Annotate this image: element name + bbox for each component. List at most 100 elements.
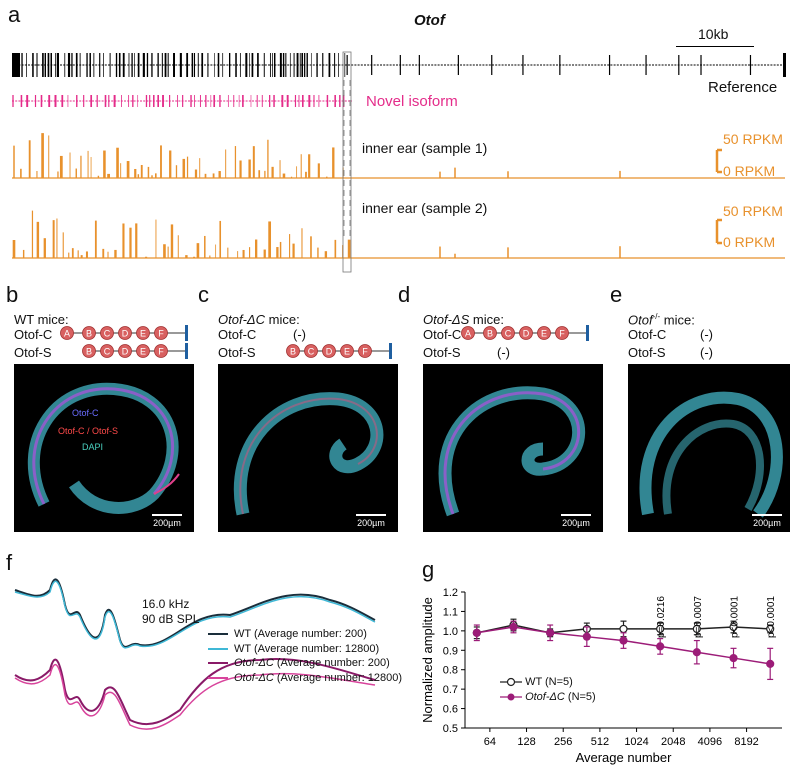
legend-wt: WT (N=5) (500, 675, 596, 690)
exon-A (461, 326, 475, 340)
xtick-label: 512 (591, 736, 609, 748)
legend-wt-200: WT (Average number: 200) (208, 627, 402, 642)
wt-12800-trace (14, 580, 376, 649)
legend-dc-200: Otof-ΔC (Average number: 200) (208, 656, 402, 671)
exon-F (154, 326, 168, 340)
ytick-label: 0.7 (443, 684, 458, 696)
exon-D (519, 326, 533, 340)
data-point (582, 632, 591, 641)
legend-dc-12800: Otof-ΔC (Average number: 12800) (208, 671, 402, 686)
svg-text:F: F (158, 347, 164, 357)
data-point (656, 642, 665, 651)
xtick-label: 4096 (698, 736, 722, 748)
exon-C (100, 344, 114, 358)
panel-b-label: b (6, 282, 19, 307)
svg-text:E: E (541, 329, 547, 339)
y-axis-label: Normalized amplitude (420, 597, 435, 723)
xtick-label: 2048 (661, 736, 685, 748)
svg-text:B: B (290, 347, 296, 357)
ytick-label: 0.5 (443, 723, 458, 735)
amplitude-chart: 0.5 0.6 0.7 0.8 0.9 1.0 1.1 1.2 64 128 256 512 1024 2… (420, 587, 782, 765)
data-point (729, 622, 738, 632)
abr-waveforms (14, 578, 376, 730)
novel-isoform-track (12, 95, 352, 107)
ytick-label: 0.8 (443, 665, 458, 677)
svg-text:C: C (308, 347, 315, 357)
p-value-annotation: p<0.0001 (766, 596, 777, 638)
panel-c-row2: Otof-S (218, 345, 256, 360)
exon-A (60, 326, 74, 340)
exon-D (118, 344, 132, 358)
exon-E (136, 326, 150, 340)
genome-tracks (12, 51, 786, 273)
legend-otof-dc: Otof-ΔC (N=5) (500, 690, 596, 705)
highlight-box (342, 51, 352, 273)
svg-text:F: F (559, 329, 565, 339)
ytick-label: 1.1 (443, 606, 458, 618)
panel-d-row2-value: (-) (497, 345, 510, 360)
panel-b-title: WT mice: (14, 312, 69, 327)
xtick-label: 1024 (624, 736, 648, 748)
p-value-annotation: p=0.0007 (693, 596, 704, 638)
rpkm-bracket-1 (715, 148, 722, 174)
panel-d-row1: Otof-C (423, 327, 462, 342)
legend-otof-cs: Otof-C / Otof-S (58, 426, 119, 436)
exon-E (136, 344, 150, 358)
xtick-label: 8192 (734, 736, 758, 748)
ytick-label: 0.9 (443, 645, 458, 657)
rpkm-low-2: 0 RPKM (723, 234, 776, 250)
panel-e-row1: Otof-C (628, 327, 667, 342)
svg-text:C: C (104, 329, 111, 339)
panel-e-label: e (610, 282, 623, 307)
panel-b-row1: Otof-C (14, 327, 53, 342)
data-point (656, 624, 665, 634)
stim-level: 90 dB SPL (142, 612, 200, 626)
svg-text:F: F (362, 347, 368, 357)
stim-frequency: 16.0 kHz (142, 597, 190, 611)
otof-dc-12800-trace (14, 663, 376, 730)
exon-C (501, 326, 515, 340)
exon-B (82, 344, 96, 358)
exon-D (322, 344, 336, 358)
panel-c-row1-value: (-) (293, 327, 306, 342)
exon-B (483, 326, 497, 340)
data-point (546, 628, 555, 637)
panel-e-scale: 200µm (752, 514, 782, 528)
svg-text:D: D (122, 347, 129, 357)
reference-track (12, 53, 786, 77)
svg-text:B: B (487, 329, 493, 339)
svg-text:D: D (326, 347, 333, 357)
exon-B (286, 344, 300, 358)
panel-c-title: Otof-ΔC mice: (218, 312, 300, 327)
panel-d-scale: 200µm (561, 514, 591, 528)
panel-f-legend: WT (Average number: 200) WT (Average num… (208, 627, 402, 685)
data-point (619, 636, 628, 645)
svg-text:B: B (86, 329, 92, 339)
panel-e-title: Otof-/- mice: (628, 312, 695, 328)
p-value-annotation: p=0.0216 (656, 596, 667, 638)
panel-d-row2: Otof-S (423, 345, 461, 360)
exon-C (100, 326, 114, 340)
data-point (509, 622, 518, 632)
rpkm-high-2: 50 RPKM (723, 203, 783, 219)
rpkm-low-1: 0 RPKM (723, 163, 776, 179)
data-point (766, 659, 775, 668)
sample2-label: inner ear (sample 2) (362, 200, 488, 216)
panel-e-row1-value: (-) (700, 327, 713, 342)
panel-d-micrograph: 200µm (423, 364, 603, 532)
panel-d-title: Otof-ΔS mice: (423, 312, 504, 327)
gene-title: Otof (414, 12, 445, 29)
ytick-label: 1.2 (443, 587, 458, 599)
panel-g-label: g (422, 557, 435, 582)
rpkm-high-1: 50 RPKM (723, 131, 783, 147)
panel-d-label: d (398, 282, 411, 307)
panel-c-label: c (198, 282, 209, 307)
svg-text:E: E (344, 347, 350, 357)
sample1-label: inner ear (sample 1) (362, 140, 488, 156)
exon-C (304, 344, 318, 358)
panel-b-micrograph: Otof-C Otof-C / Otof-S DAPI 200µm (14, 364, 194, 532)
rpkm-bracket-2 (715, 218, 722, 245)
reference-label: Reference (708, 79, 778, 96)
data-point (472, 628, 481, 637)
panel-b-scale: 200µm (152, 514, 182, 528)
